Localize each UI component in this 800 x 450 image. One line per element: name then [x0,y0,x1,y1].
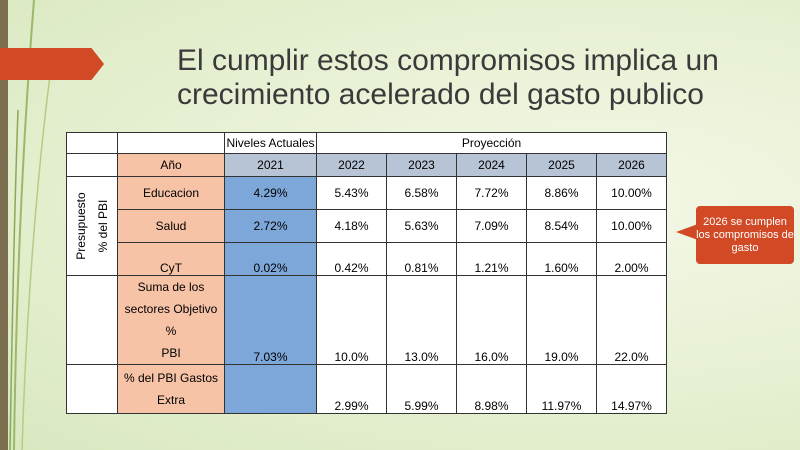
cell-value: 6.58% [386,176,457,210]
cell-value [224,364,317,414]
cell-value: 10.0% [316,275,387,365]
row-label: CyT [117,242,225,276]
cell-value: 8.54% [526,209,597,243]
budget-table: Niveles Actuales Proyección Año 2021 202… [66,132,667,414]
year-label: Año [117,153,225,177]
header-actual: Niveles Actuales [224,132,317,154]
cell-value: 14.97% [596,364,667,414]
table-row: Suma de los sectores Objetivo % PBI 7.03… [66,275,667,365]
cell-value: 2.99% [316,364,387,414]
cell-value: 5.43% [316,176,387,210]
cell-value: 8.86% [526,176,597,210]
row-label: Suma de los sectores Objetivo % PBI [117,275,225,365]
cell-value: 4.29% [224,176,317,210]
cell-value: 11.97% [526,364,597,414]
cell-value: 7.72% [456,176,527,210]
empty-cell [66,364,118,414]
year-2026: 2026 [596,153,667,177]
cell-value: 16.0% [456,275,527,365]
row-label: Salud [117,209,225,243]
cell-value: 5.99% [386,364,457,414]
row-label: Educacion [117,176,225,210]
header-row-2: Año 2021 2022 2023 2024 2025 2026 [66,153,667,177]
cell-value: 13.0% [386,275,457,365]
side-label-cell: Presupuesto % del PBI [66,176,118,276]
cell-value: 0.02% [224,242,317,276]
cell-value: 1.21% [456,242,527,276]
cell-value: 2.72% [224,209,317,243]
year-2024: 2024 [456,153,527,177]
year-2022: 2022 [316,153,387,177]
cell-value: 8.98% [456,364,527,414]
cell-value: 1.60% [526,242,597,276]
callout-text: 2026 se cumplen los compromisos de gasto [696,215,794,254]
title-arrow-banner [0,48,104,80]
year-2021: 2021 [224,153,317,177]
cell-value: 2.00% [596,242,667,276]
cell-value: 7.03% [224,275,317,365]
year-2025: 2025 [526,153,597,177]
cell-value: 19.0% [526,275,597,365]
side-label: Presupuesto % del PBI [74,192,110,260]
cell-value: 0.81% [386,242,457,276]
cell-value: 10.00% [596,209,667,243]
header-row-1: Niveles Actuales Proyección [66,132,667,154]
empty-cell [117,132,225,154]
slide-title: El cumplir estos compromisos implica un … [177,44,719,111]
cell-value: 22.0% [596,275,667,365]
callout-pointer [676,224,698,240]
empty-cell [66,132,118,154]
cell-value: 5.63% [386,209,457,243]
empty-cell [66,275,118,365]
table-row: Presupuesto % del PBI Educacion 4.29% 5.… [66,176,667,276]
row-label: % del PBI Gastos Extra [117,364,225,414]
cell-value: 10.00% [596,176,667,210]
cell-value: 0.42% [316,242,387,276]
callout-note: 2026 se cumplen los compromisos de gasto [696,206,794,264]
cell-value: 4.18% [316,209,387,243]
cell-value: 7.09% [456,209,527,243]
empty-cell [66,153,118,177]
year-2023: 2023 [386,153,457,177]
table-row: % del PBI Gastos Extra 2.99% 5.99% 8.98%… [66,364,667,414]
table-row: CyT 0.02% 0.42% 0.81% 1.21% 1.60% 2.00% [67,242,667,276]
header-projection: Proyección [316,132,667,154]
table-row: Salud 2.72% 4.18% 5.63% 7.09% 8.54% 10.0… [67,209,667,243]
